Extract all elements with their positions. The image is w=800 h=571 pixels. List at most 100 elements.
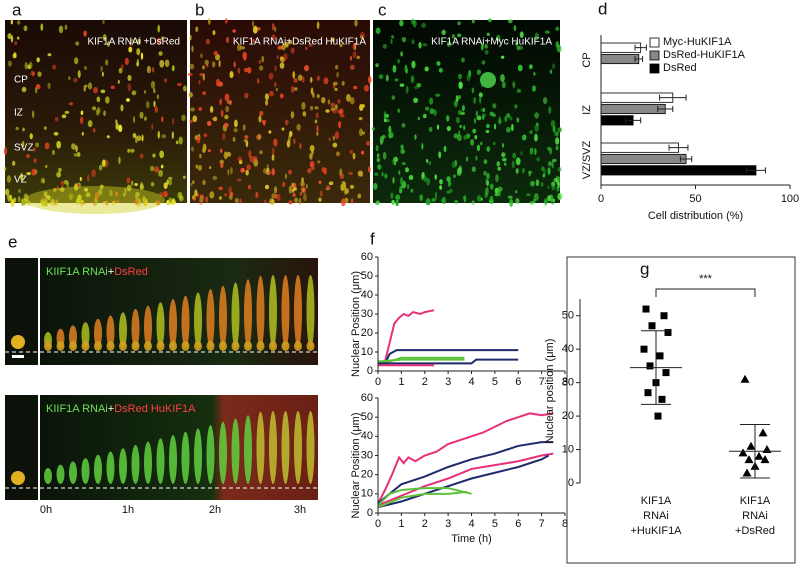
cell bbox=[189, 63, 195, 70]
cell bbox=[244, 135, 249, 139]
nucleus bbox=[119, 448, 127, 484]
cell bbox=[395, 199, 399, 207]
y-tick-label: 40 bbox=[361, 430, 373, 442]
cell bbox=[87, 174, 90, 182]
error-bar bbox=[740, 423, 770, 479]
cell bbox=[515, 197, 520, 205]
cell bbox=[156, 94, 160, 100]
cell bbox=[383, 111, 386, 119]
nucleus bbox=[181, 341, 190, 351]
cell bbox=[498, 118, 502, 125]
cell bbox=[330, 107, 336, 112]
bar bbox=[600, 153, 687, 165]
cell bbox=[473, 97, 477, 105]
cell bbox=[198, 79, 201, 85]
cell bbox=[390, 192, 394, 199]
cell bbox=[146, 65, 151, 74]
cell bbox=[411, 60, 416, 69]
cell bbox=[497, 186, 503, 192]
cell bbox=[500, 55, 505, 59]
nucleus bbox=[156, 438, 165, 484]
cell bbox=[4, 188, 10, 196]
cell bbox=[226, 151, 232, 157]
cell bbox=[245, 169, 249, 176]
cell bbox=[105, 96, 110, 104]
point bbox=[646, 362, 654, 370]
cell bbox=[418, 41, 422, 49]
cell bbox=[237, 67, 241, 74]
y-tick-label: 10 bbox=[562, 443, 574, 455]
cell bbox=[66, 181, 70, 188]
cell bbox=[463, 125, 466, 130]
cell bbox=[479, 95, 482, 104]
point bbox=[654, 412, 662, 420]
cell bbox=[392, 177, 395, 184]
cell bbox=[153, 100, 156, 108]
cell bbox=[399, 19, 404, 27]
cell bbox=[515, 41, 518, 46]
cell bbox=[399, 177, 404, 185]
cell bbox=[136, 58, 139, 65]
cell bbox=[11, 160, 16, 166]
cell bbox=[157, 130, 160, 139]
y-tick-label: 0 bbox=[568, 477, 574, 489]
cell bbox=[153, 87, 156, 94]
cell bbox=[87, 82, 93, 90]
cell bbox=[68, 76, 71, 81]
cell bbox=[292, 187, 297, 191]
cell bbox=[436, 124, 440, 130]
x-tick-label: 3 bbox=[445, 518, 451, 530]
cell bbox=[127, 83, 132, 92]
cell bbox=[4, 167, 7, 171]
panel-label: a bbox=[12, 0, 22, 19]
cell bbox=[312, 92, 315, 98]
nucleus bbox=[56, 464, 65, 484]
cell bbox=[488, 18, 492, 23]
cell bbox=[302, 188, 305, 194]
nucleus bbox=[256, 411, 265, 485]
cell bbox=[3, 147, 8, 155]
cell bbox=[318, 197, 322, 202]
cell bbox=[151, 123, 154, 131]
cell bbox=[383, 118, 387, 123]
cell bbox=[53, 131, 59, 136]
cell bbox=[513, 25, 517, 31]
cell bbox=[335, 151, 341, 157]
cell bbox=[120, 64, 124, 70]
cell bbox=[301, 101, 306, 110]
cell bbox=[73, 153, 78, 157]
cell bbox=[361, 104, 365, 108]
nucleus bbox=[244, 341, 252, 351]
cell bbox=[268, 171, 272, 175]
cell bbox=[205, 196, 209, 203]
cell bbox=[161, 116, 164, 123]
cell bbox=[534, 148, 537, 156]
cell bbox=[309, 105, 314, 111]
cell bbox=[219, 148, 223, 153]
cell bbox=[212, 30, 216, 36]
cell bbox=[354, 19, 358, 27]
cell bbox=[480, 197, 483, 201]
cell bbox=[171, 65, 175, 72]
error-bar bbox=[659, 94, 687, 101]
cell bbox=[258, 115, 262, 123]
cell bbox=[79, 116, 84, 125]
cell bbox=[552, 63, 556, 70]
cell bbox=[371, 127, 375, 131]
cell bbox=[143, 90, 147, 94]
cell bbox=[301, 177, 305, 184]
cell bbox=[489, 195, 494, 201]
cell bbox=[431, 197, 436, 202]
nucleus bbox=[206, 289, 215, 348]
cell bbox=[24, 61, 28, 70]
nucleus bbox=[144, 305, 152, 348]
panel-label: e bbox=[8, 232, 17, 251]
cell bbox=[557, 167, 562, 172]
cell bbox=[131, 180, 134, 186]
cell bbox=[205, 38, 211, 45]
cell bbox=[315, 112, 319, 119]
series-line bbox=[377, 441, 554, 505]
region-label: CP bbox=[14, 75, 28, 86]
point bbox=[664, 328, 672, 336]
cell bbox=[204, 59, 209, 65]
